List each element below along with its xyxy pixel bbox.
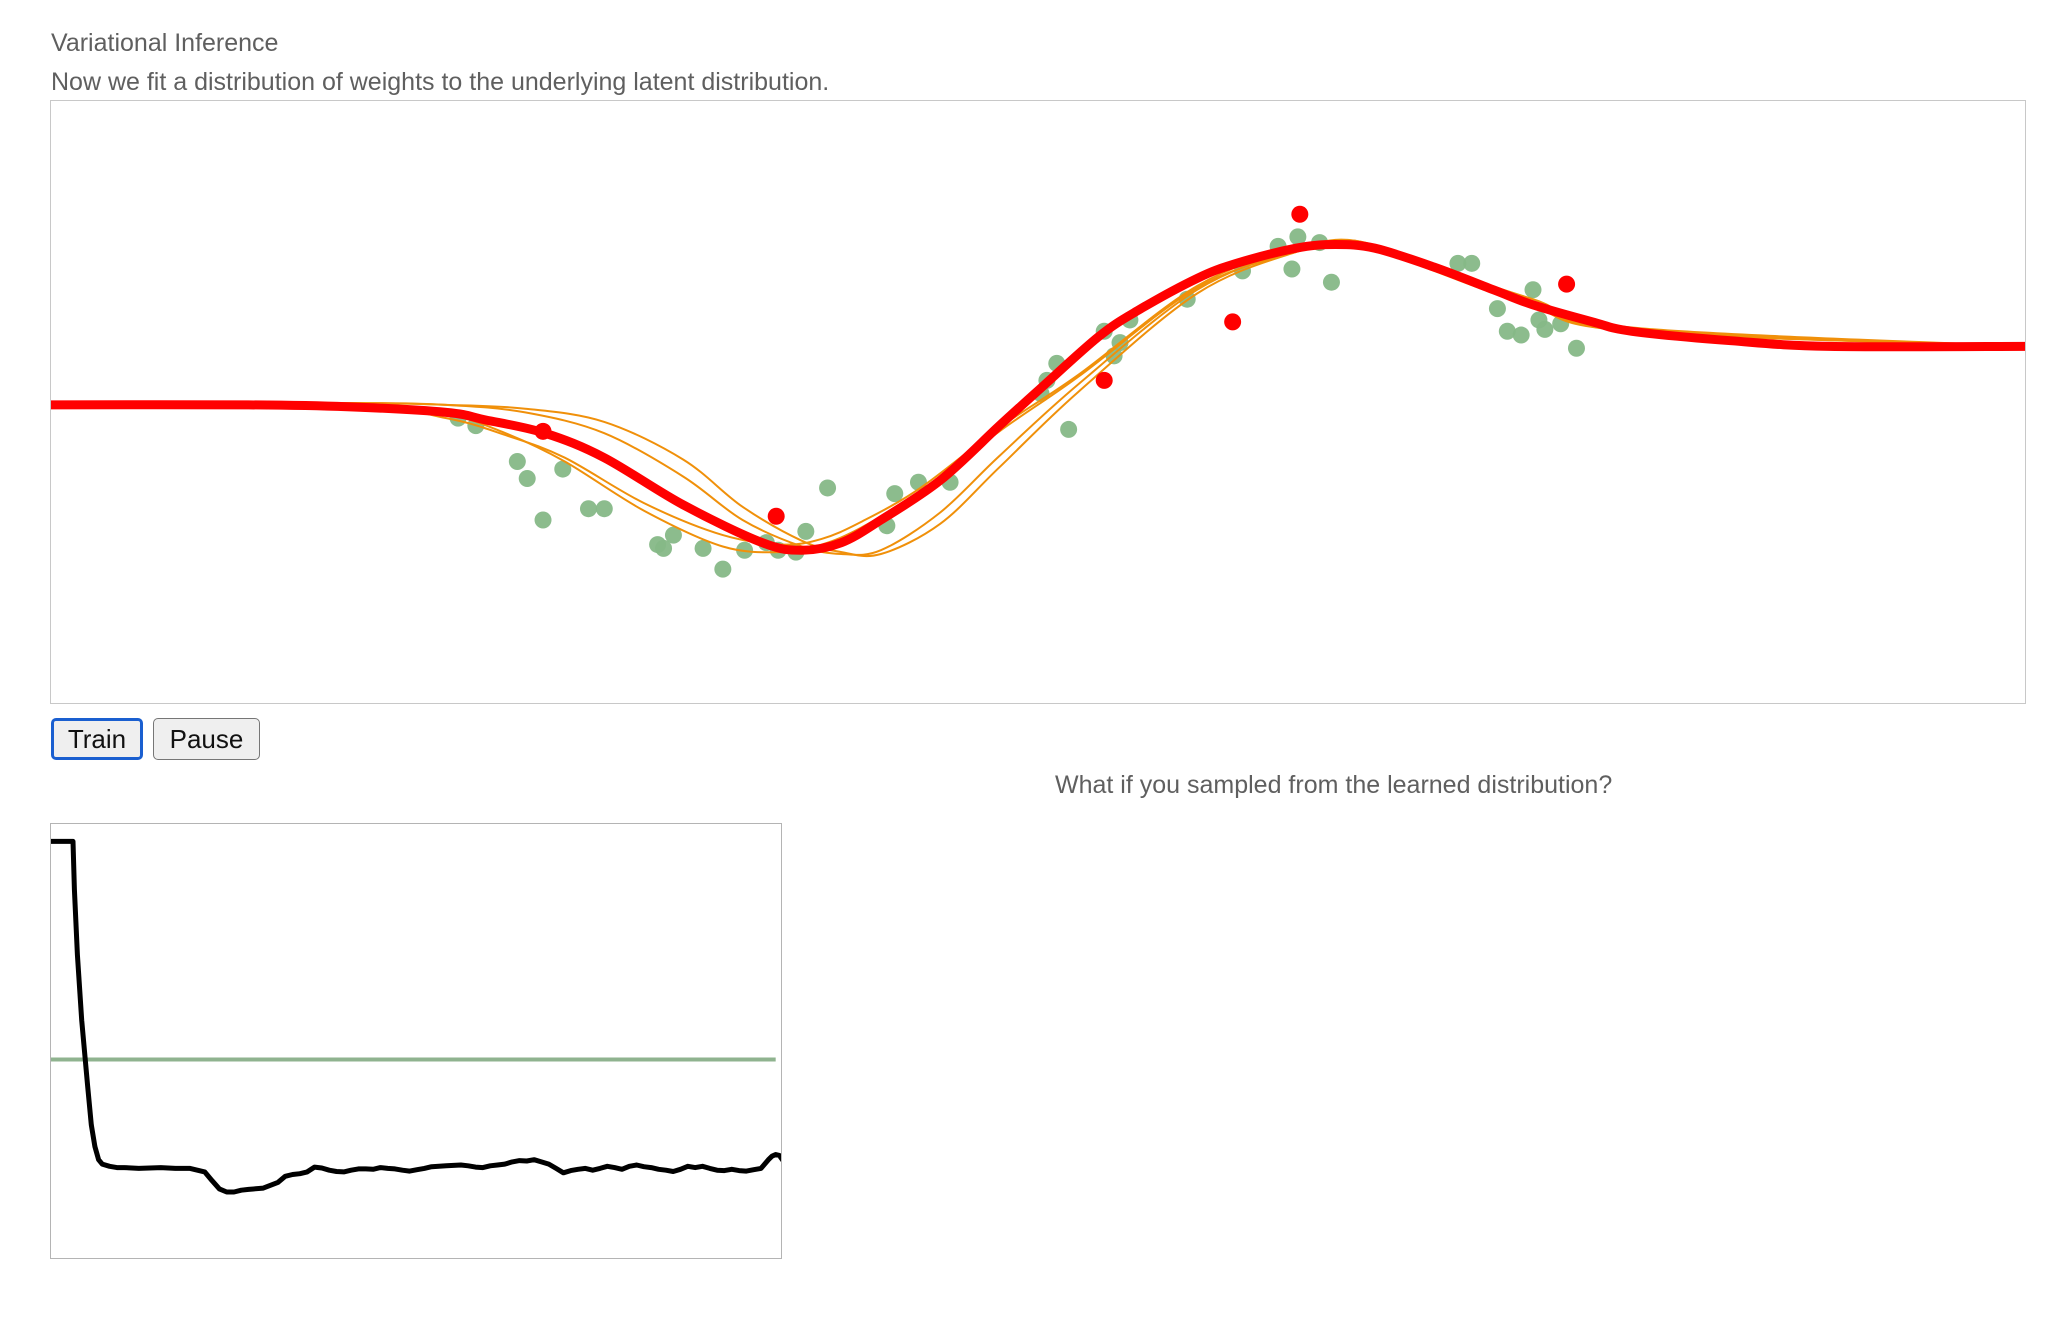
loss-svg	[51, 838, 781, 1195]
train-point	[886, 485, 904, 503]
train-point	[1449, 254, 1467, 272]
train-point	[1567, 339, 1585, 357]
page-subtitle: Now we fit a distribution of weights to …	[51, 68, 830, 96]
train-point	[1536, 320, 1554, 338]
test-point	[1558, 275, 1576, 293]
train-point	[595, 500, 613, 518]
test-point	[1095, 371, 1113, 389]
loss-plot	[50, 823, 782, 1259]
test-point	[767, 507, 785, 525]
train-point	[694, 539, 712, 557]
train-point	[554, 460, 572, 478]
page-title: Variational Inference	[51, 29, 279, 57]
train-point	[508, 453, 526, 471]
train-point	[1488, 300, 1506, 318]
function-fit-plot	[50, 100, 2026, 704]
train-point	[819, 479, 837, 497]
train-point	[1322, 273, 1340, 291]
train-point	[1289, 228, 1307, 246]
test-point	[1291, 205, 1309, 223]
mean-prediction-curve	[51, 240, 2025, 555]
train-point	[664, 526, 682, 544]
pause-button[interactable]: Pause	[153, 718, 260, 760]
train-point	[655, 539, 673, 557]
train-point	[1512, 326, 1530, 344]
test-point	[1224, 313, 1242, 331]
loss-curve	[51, 838, 781, 1195]
train-point	[1060, 420, 1078, 438]
function-fit-svg	[51, 205, 2025, 578]
train-point	[1283, 260, 1301, 278]
train-point	[1498, 322, 1516, 340]
train-point	[579, 500, 597, 518]
train-point	[797, 522, 815, 540]
train-point	[518, 470, 536, 487]
train-button[interactable]: Train	[51, 718, 143, 760]
train-point	[1463, 254, 1481, 272]
train-point	[534, 511, 552, 529]
train-point	[1524, 281, 1542, 299]
sample-question-text: What if you sampled from the learned dis…	[1055, 771, 1613, 799]
train-point	[714, 560, 732, 578]
